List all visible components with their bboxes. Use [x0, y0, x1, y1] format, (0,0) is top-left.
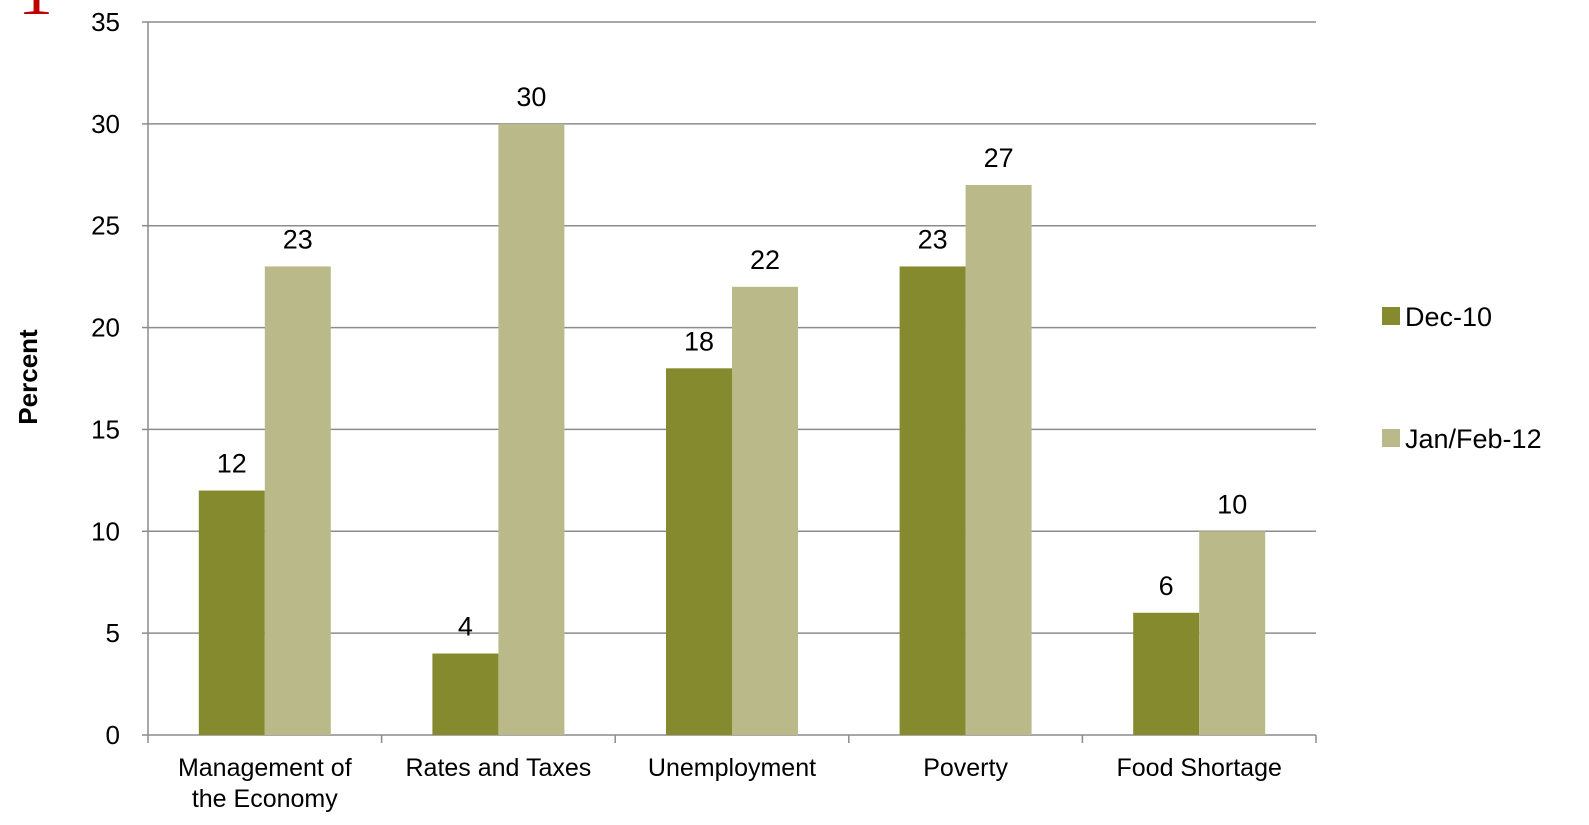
- y-tick-label: 15: [91, 414, 120, 444]
- y-tick-label: 10: [91, 516, 120, 546]
- bar: [965, 184, 1032, 735]
- data-label: 27: [984, 143, 1014, 173]
- x-tick-label: Management of the Economy: [178, 754, 352, 813]
- bar: [432, 653, 499, 735]
- y-tick-label: 5: [106, 618, 120, 648]
- data-label: 6: [1159, 571, 1174, 601]
- data-label: 22: [750, 245, 780, 275]
- bar: [1133, 612, 1200, 735]
- x-tick-label: Rates and Taxes: [406, 754, 592, 782]
- y-tick-label: 25: [91, 211, 120, 241]
- bar: [666, 368, 732, 735]
- x-tick-label: Food Shortage: [1116, 754, 1281, 782]
- data-labels: 12 23 4 30 18 22 23 27 6 10: [217, 82, 1247, 642]
- y-axis-label: Percent: [13, 329, 43, 425]
- y-tick-label: 35: [91, 7, 120, 37]
- data-label: 10: [1217, 489, 1247, 519]
- bar: [498, 123, 565, 736]
- bar: [264, 266, 331, 735]
- x-tick-label: Unemployment: [648, 754, 816, 782]
- data-label: 23: [918, 224, 948, 254]
- y-tick-label: 0: [106, 720, 120, 750]
- bar: [899, 266, 966, 735]
- y-tick-label: 30: [91, 109, 120, 139]
- data-label: 4: [458, 612, 473, 642]
- data-label: 12: [217, 449, 247, 479]
- legend-swatch: [1382, 429, 1400, 447]
- bar: [198, 490, 265, 735]
- x-tick-label: Poverty: [923, 754, 1008, 782]
- legend: Dec-10 Jan/Feb-12: [1382, 302, 1542, 454]
- data-label: 30: [516, 82, 546, 112]
- data-label: 18: [684, 326, 714, 356]
- bars: [198, 123, 1266, 736]
- y-tick-label: 20: [91, 313, 120, 343]
- bar: [732, 286, 798, 735]
- data-label: 23: [283, 224, 313, 254]
- legend-label: Dec-10: [1405, 302, 1492, 332]
- corner-mark: 1: [18, 0, 53, 30]
- legend-swatch: [1382, 307, 1400, 325]
- bar: [1199, 531, 1266, 735]
- legend-label: Jan/Feb-12: [1405, 424, 1542, 454]
